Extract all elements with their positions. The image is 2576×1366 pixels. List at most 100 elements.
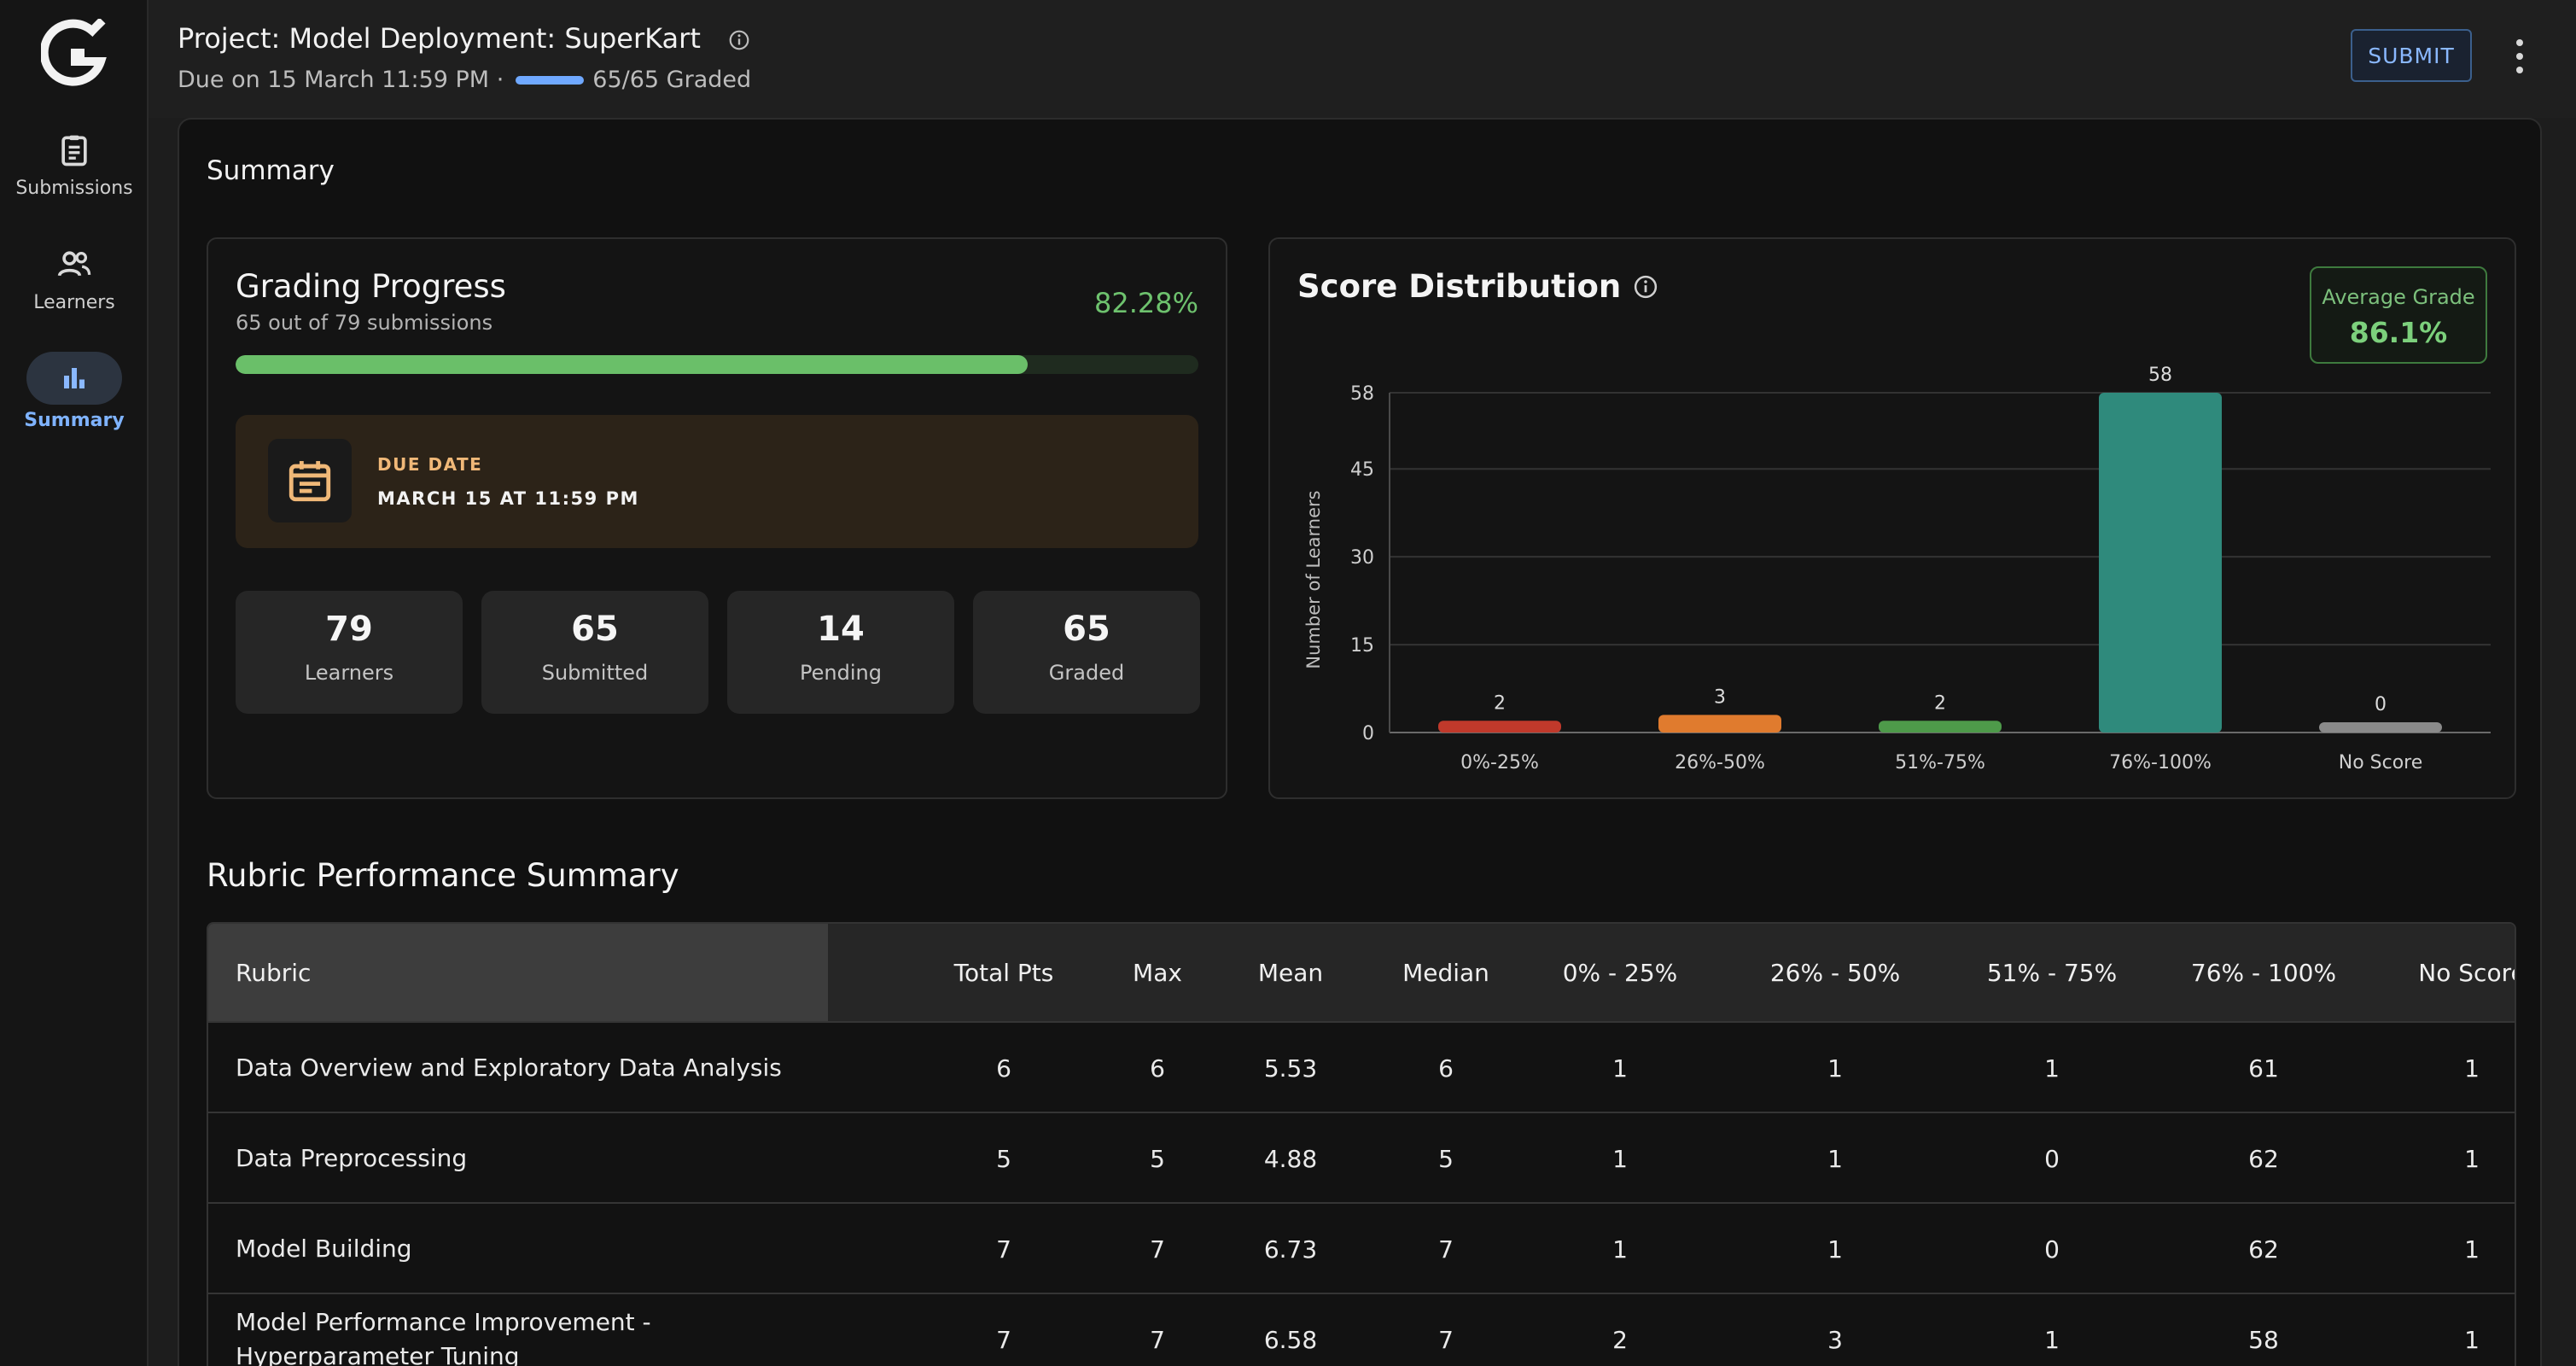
table-row[interactable]: Data Preprocessing 5 5 4.88 5 1 1 0 62 1 bbox=[208, 1112, 2515, 1202]
due-date-value: MARCH 15 AT 11:59 PM bbox=[377, 488, 639, 509]
cell-median: 5 bbox=[1438, 1144, 1454, 1173]
summary-heading: Summary bbox=[207, 155, 335, 186]
cell-76-100: 61 bbox=[2248, 1054, 2279, 1083]
rubric-table: Rubric Total Pts Max Mean Median 0% - 25% 26% … bbox=[207, 922, 2516, 1366]
info-icon[interactable] bbox=[1633, 274, 1658, 300]
bar-chart-icon bbox=[64, 368, 85, 388]
column-header-76-100: 76% - 100% bbox=[2190, 958, 2337, 987]
column-header-max: Max bbox=[1133, 958, 1182, 987]
cell-mean: 5.53 bbox=[1263, 1054, 1318, 1083]
cell-total-pts: 7 bbox=[996, 1325, 1011, 1354]
sidebar: Submissions Learners Summary bbox=[0, 0, 149, 1366]
y-tick-label: 15 bbox=[1350, 635, 1374, 657]
average-grade-label: Average Grade bbox=[2322, 285, 2475, 309]
grading-progress-bar bbox=[236, 355, 1198, 374]
y-axis-label: Number of Learners bbox=[1303, 490, 1324, 668]
column-header-median: Median bbox=[1402, 958, 1489, 987]
rubric-name-cell: Model Building bbox=[236, 1235, 412, 1263]
y-tick-label: 45 bbox=[1350, 459, 1374, 481]
x-tick-label: 0%-25% bbox=[1460, 752, 1539, 773]
due-date-box: DUE DATE MARCH 15 AT 11:59 PM bbox=[236, 415, 1198, 548]
grading-progress-card: Grading Progress 65 out of 79 submission… bbox=[207, 237, 1227, 799]
bar-value-label: 58 bbox=[2148, 365, 2172, 386]
cell-76-100: 62 bbox=[2248, 1144, 2279, 1173]
column-header-mean: Mean bbox=[1257, 958, 1324, 987]
rubric-name-cell: Data Overview and Exploratory Data Analy… bbox=[236, 1054, 782, 1082]
rubric-name-cell: Data Preprocessing bbox=[236, 1144, 468, 1172]
table-row[interactable]: Data Overview and Exploratory Data Analy… bbox=[208, 1021, 2515, 1112]
sidebar-item-summary[interactable]: Summary bbox=[0, 352, 149, 431]
table-row[interactable]: Model Building 7 7 6.73 7 1 1 0 62 1 bbox=[208, 1202, 2515, 1293]
cell-median: 7 bbox=[1438, 1235, 1454, 1264]
cell-median: 6 bbox=[1438, 1054, 1454, 1083]
sidebar-item-submissions[interactable]: Submissions bbox=[0, 131, 149, 199]
score-distribution-chart: 0 15 30 45 58 Number of Learners 2 0%-25% 3 26%-5… bbox=[1303, 365, 2491, 773]
column-header-26-50: 26% - 50% bbox=[1769, 958, 1901, 987]
info-icon[interactable] bbox=[728, 29, 750, 51]
cell-total-pts: 6 bbox=[996, 1054, 1011, 1083]
due-date-label: DUE DATE bbox=[377, 454, 483, 475]
cell-0-25: 1 bbox=[1612, 1144, 1628, 1173]
cell-max: 6 bbox=[1150, 1054, 1165, 1083]
stat-label: Submitted bbox=[541, 661, 649, 685]
cell-mean: 6.58 bbox=[1263, 1325, 1318, 1354]
bar-value-label: 0 bbox=[2375, 694, 2387, 715]
average-grade-value: 86.1% bbox=[2349, 316, 2448, 349]
score-distribution-title-text: Score Distribution bbox=[1297, 268, 1622, 305]
y-tick-label: 0 bbox=[1362, 723, 1374, 744]
score-distribution-title: Score Distribution bbox=[1297, 268, 1658, 305]
due-icon-container bbox=[268, 439, 352, 522]
rubric-heading: Rubric Performance Summary bbox=[207, 857, 679, 894]
bar bbox=[1879, 721, 2002, 733]
rubric-column-header-bg bbox=[208, 924, 828, 1021]
graded-count: 65/65 Graded bbox=[592, 67, 752, 93]
sidebar-item-label: Summary bbox=[24, 410, 125, 431]
cell-total-pts: 7 bbox=[996, 1235, 1011, 1264]
table-header: Rubric Total Pts Max Mean Median 0% - 25% 26% … bbox=[208, 924, 2515, 1021]
column-header-rubric: Rubric bbox=[236, 958, 312, 987]
y-tick-label: 30 bbox=[1350, 547, 1374, 569]
cell-51-75: 0 bbox=[2044, 1235, 2060, 1264]
sidebar-item-learners[interactable]: Learners bbox=[0, 246, 149, 313]
page-header: Project: Model Deployment: SuperKart Due… bbox=[149, 0, 2576, 118]
bar-value-label: 2 bbox=[1934, 692, 1946, 714]
x-tick-label: 26%-50% bbox=[1675, 752, 1765, 773]
x-tick-label: 51%-75% bbox=[1895, 752, 1985, 773]
cell-no-score: 1 bbox=[2464, 1054, 2480, 1083]
stat-pending: 14 Pending bbox=[727, 591, 954, 714]
project-title: Project: Model Deployment: SuperKart bbox=[178, 22, 701, 55]
summary-panel: Summary Grading Progress 65 out of 79 su… bbox=[178, 118, 2542, 1366]
cell-mean: 6.73 bbox=[1263, 1235, 1318, 1264]
due-subtitle: Due on 15 March 11:59 PM · 65/65 Graded bbox=[178, 67, 751, 93]
cell-max: 7 bbox=[1150, 1235, 1165, 1264]
bar bbox=[1438, 721, 1561, 733]
cell-26-50: 1 bbox=[1827, 1235, 1843, 1264]
cell-0-25: 2 bbox=[1612, 1325, 1628, 1354]
bar bbox=[1658, 715, 1781, 733]
stat-value: 79 bbox=[325, 610, 373, 649]
cell-no-score: 1 bbox=[2464, 1144, 2480, 1173]
sidebar-item-label: Learners bbox=[33, 292, 115, 313]
rubric-name-cell: Model Performance Improvement - Hyperpar… bbox=[236, 1308, 651, 1366]
bar bbox=[2099, 393, 2222, 733]
calendar-icon bbox=[288, 461, 331, 502]
more-options-icon[interactable] bbox=[2513, 39, 2526, 73]
cell-26-50: 1 bbox=[1827, 1144, 1843, 1173]
x-tick-label: No Score bbox=[2339, 752, 2423, 773]
table-row[interactable]: Model Performance Improvement - Hyperpar… bbox=[208, 1293, 2515, 1366]
stat-label: Learners bbox=[304, 661, 394, 685]
sidebar-item-label: Submissions bbox=[15, 178, 133, 199]
submit-button[interactable]: SUBMIT bbox=[2351, 29, 2472, 82]
cell-26-50: 1 bbox=[1827, 1054, 1843, 1083]
cell-max: 7 bbox=[1150, 1325, 1165, 1354]
cell-total-pts: 5 bbox=[996, 1144, 1011, 1173]
stat-submitted: 65 Submitted bbox=[481, 591, 708, 714]
cell-51-75: 0 bbox=[2044, 1144, 2060, 1173]
stat-value: 14 bbox=[817, 610, 865, 649]
column-header-51-75: 51% - 75% bbox=[1986, 958, 2118, 987]
cell-51-75: 1 bbox=[2044, 1325, 2060, 1354]
cell-mean: 4.88 bbox=[1263, 1144, 1318, 1173]
app-logo[interactable] bbox=[41, 19, 108, 92]
column-header-0-25: 0% - 25% bbox=[1562, 958, 1678, 987]
